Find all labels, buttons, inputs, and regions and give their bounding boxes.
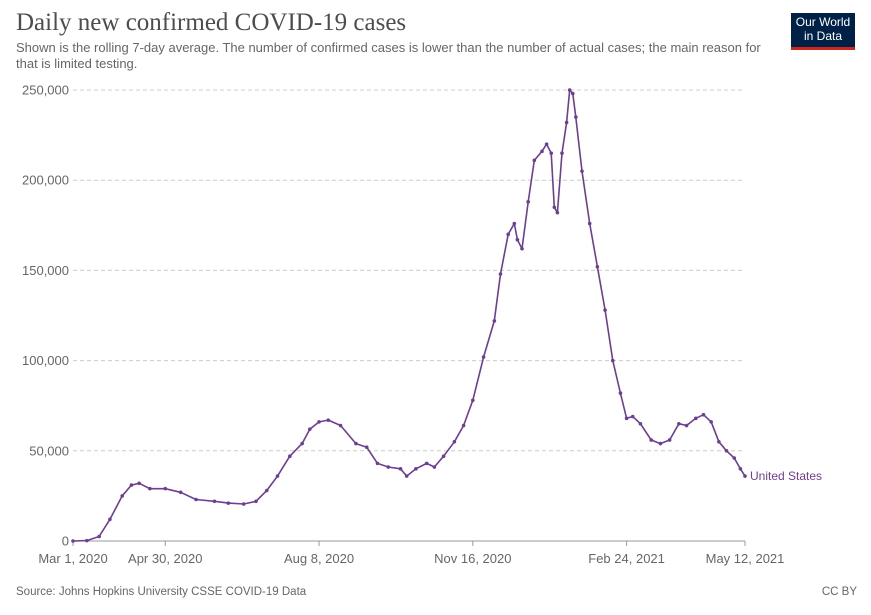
data-point	[638, 421, 643, 426]
data-point	[603, 308, 607, 312]
data-point	[398, 467, 403, 471]
owid-logo[interactable]: Our World in Data	[791, 13, 855, 50]
y-tick-label: 150,000	[22, 263, 69, 278]
data-point	[520, 246, 524, 251]
data-point	[532, 158, 537, 163]
data-point	[667, 438, 672, 442]
data-point	[120, 494, 125, 498]
data-point	[288, 454, 292, 459]
data-point	[595, 264, 600, 269]
data-point	[658, 441, 663, 446]
data-point	[610, 358, 615, 363]
data-point	[549, 151, 554, 155]
data-point	[414, 467, 418, 471]
data-point	[724, 449, 729, 453]
data-point	[375, 461, 380, 466]
data-point	[254, 499, 258, 504]
data-point	[441, 454, 446, 459]
data-point	[404, 474, 409, 478]
data-point	[481, 355, 486, 359]
x-tick-label: Nov 16, 2020	[434, 551, 511, 566]
y-tick-label: 0	[62, 534, 69, 549]
y-tick-label: 200,000	[22, 173, 69, 188]
y-tick-label: 50,000	[29, 443, 69, 458]
x-tick-label: May 12, 2021	[706, 551, 785, 566]
data-point	[432, 465, 437, 469]
data-point	[163, 486, 168, 491]
data-point	[618, 391, 623, 395]
license-label[interactable]: CC BY	[821, 586, 857, 598]
data-point	[275, 474, 280, 478]
x-tick-label: Apr 30, 2020	[128, 551, 202, 566]
data-point	[452, 439, 457, 444]
data-point	[300, 441, 304, 446]
data-point	[560, 151, 564, 155]
data-point	[564, 120, 569, 125]
data-point	[212, 499, 217, 504]
data-point	[693, 416, 698, 421]
data-point	[701, 412, 706, 417]
data-point	[461, 423, 466, 428]
data-point	[624, 416, 629, 421]
y-tick-label: 250,000	[22, 83, 69, 98]
data-point	[492, 319, 497, 323]
x-tick-label: Aug 8, 2020	[284, 551, 354, 566]
series-label: United States	[750, 469, 822, 483]
data-point	[354, 441, 358, 446]
data-point	[709, 420, 713, 424]
data-point	[580, 169, 584, 173]
logo-line-1: Our World	[795, 15, 851, 29]
data-point	[677, 421, 681, 426]
y-tick-label: 100,000	[22, 353, 69, 368]
data-point	[226, 501, 231, 505]
data-point	[587, 221, 592, 226]
data-point	[137, 481, 141, 486]
data-point	[71, 539, 75, 543]
data-point	[506, 232, 510, 237]
data-point	[317, 420, 321, 424]
data-point	[570, 91, 575, 96]
data-point	[97, 534, 101, 539]
data-point	[555, 210, 560, 215]
data-point	[308, 427, 312, 431]
data-point	[471, 398, 475, 403]
data-point	[108, 517, 112, 522]
data-point	[326, 418, 331, 422]
data-point	[630, 414, 635, 419]
data-point	[148, 486, 152, 491]
data-point	[241, 502, 246, 506]
data-point	[717, 439, 721, 444]
data-point	[526, 200, 530, 204]
logo-line-2: in Data	[803, 29, 843, 43]
data-point	[338, 423, 343, 428]
data-point	[515, 237, 520, 242]
data-point	[738, 467, 743, 471]
data-point	[178, 490, 183, 495]
data-point	[512, 221, 517, 226]
data-point	[743, 474, 747, 478]
data-point	[85, 538, 89, 543]
series-line-united-states	[72, 89, 746, 542]
data-point	[552, 205, 557, 210]
data-point	[684, 423, 689, 428]
data-point	[540, 149, 544, 154]
data-point	[544, 142, 549, 146]
data-point	[194, 497, 198, 502]
data-point	[129, 483, 134, 487]
data-point	[424, 461, 429, 466]
data-point	[386, 465, 391, 469]
data-point	[649, 438, 653, 442]
x-tick-label: Mar 1, 2020	[38, 551, 107, 566]
data-point	[732, 456, 737, 460]
data-point	[364, 445, 369, 449]
x-tick-label: Feb 24, 2021	[588, 551, 665, 566]
data-point	[567, 88, 572, 92]
data-point	[498, 272, 503, 276]
chart-title: Daily new confirmed COVID-19 cases	[16, 9, 407, 36]
data-point	[574, 115, 578, 119]
data-point	[264, 488, 269, 493]
source-note[interactable]: Source: Johns Hopkins University CSSE CO…	[16, 586, 307, 598]
chart-subtitle: Shown is the rolling 7-day average. The …	[16, 40, 761, 71]
